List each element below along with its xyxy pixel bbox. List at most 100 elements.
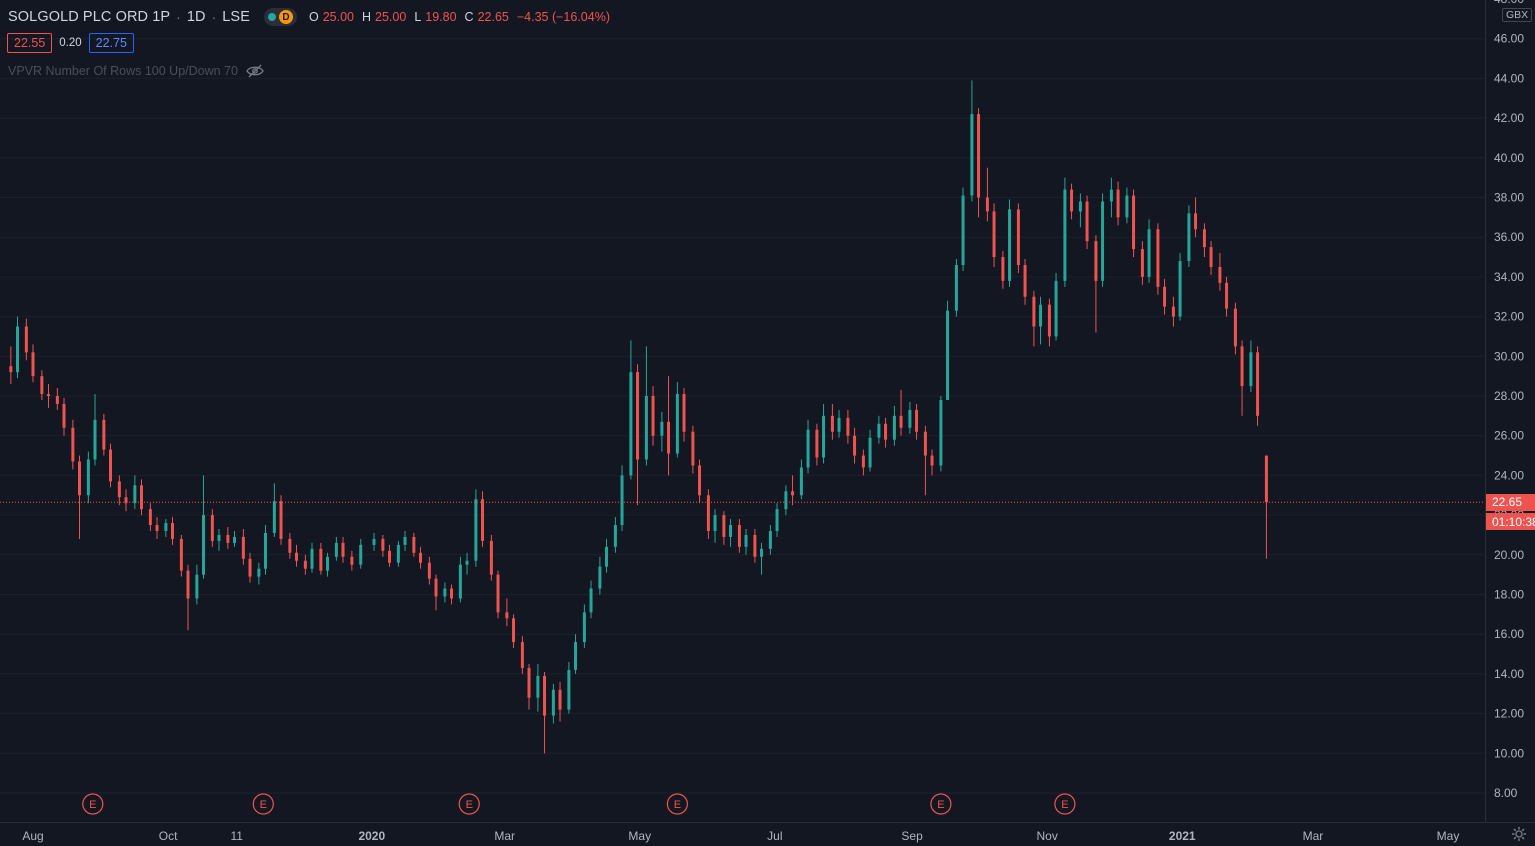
candle[interactable]: [915, 403, 919, 440]
candle[interactable]: [443, 582, 447, 603]
price-axis-labels[interactable]: 8.0010.0012.0014.0016.0018.0020.0022.002…: [1494, 0, 1524, 800]
candle[interactable]: [1140, 241, 1144, 285]
candle[interactable]: [248, 552, 252, 583]
candle[interactable]: [992, 203, 996, 267]
candle[interactable]: [481, 491, 485, 547]
symbol-name[interactable]: SOLGOLD PLC ORD 1P: [8, 9, 171, 25]
candle[interactable]: [458, 556, 462, 603]
candle[interactable]: [148, 503, 152, 531]
candle[interactable]: [775, 503, 779, 537]
candle[interactable]: [505, 598, 509, 627]
candle[interactable]: [605, 538, 609, 573]
candle[interactable]: [195, 564, 199, 605]
candle[interactable]: [806, 419, 810, 474]
candle[interactable]: [102, 413, 106, 456]
candle[interactable]: [691, 425, 695, 474]
earnings-marker[interactable]: E: [252, 793, 274, 815]
candle[interactable]: [1094, 235, 1098, 333]
candle[interactable]: [923, 425, 927, 496]
candle[interactable]: [629, 340, 633, 480]
candle[interactable]: [1178, 253, 1182, 321]
candle[interactable]: [543, 671, 547, 754]
candle[interactable]: [47, 384, 51, 408]
candle[interactable]: [551, 683, 555, 724]
candle[interactable]: [567, 661, 571, 714]
candle[interactable]: [892, 405, 896, 446]
chart-settings-gear-icon[interactable]: [1511, 826, 1527, 842]
candle[interactable]: [171, 517, 175, 545]
candle[interactable]: [179, 534, 183, 577]
candle[interactable]: [589, 580, 593, 619]
candle[interactable]: [1264, 455, 1268, 559]
candle[interactable]: [217, 528, 221, 551]
candle[interactable]: [1023, 259, 1027, 305]
candle[interactable]: [660, 411, 664, 452]
candle[interactable]: [86, 451, 90, 504]
candle[interactable]: [1233, 302, 1237, 355]
candle[interactable]: [985, 167, 989, 222]
candle[interactable]: [536, 663, 540, 712]
candle[interactable]: [303, 554, 307, 575]
candle[interactable]: [257, 562, 261, 585]
candle[interactable]: [1171, 296, 1175, 327]
candle[interactable]: [760, 542, 764, 575]
candle[interactable]: [226, 527, 230, 549]
bid-ask-row[interactable]: 22.55 0.20 22.75: [7, 33, 134, 53]
candle[interactable]: [9, 346, 13, 385]
candle[interactable]: [124, 489, 128, 512]
candle[interactable]: [930, 449, 934, 476]
candle[interactable]: [939, 396, 943, 472]
candle[interactable]: [574, 634, 578, 674]
candle[interactable]: [403, 530, 407, 551]
candle[interactable]: [713, 509, 717, 543]
candle[interactable]: [496, 570, 500, 619]
currency-label[interactable]: GBX: [1502, 8, 1533, 22]
candle[interactable]: [908, 401, 912, 434]
candle[interactable]: [450, 584, 454, 605]
candle[interactable]: [706, 489, 710, 539]
candle[interactable]: [1194, 197, 1198, 238]
candle[interactable]: [861, 449, 865, 476]
candle[interactable]: [1156, 223, 1160, 295]
candle[interactable]: [1116, 181, 1120, 226]
candle[interactable]: [109, 443, 113, 488]
candle[interactable]: [846, 409, 850, 444]
candle[interactable]: [682, 388, 686, 442]
candle[interactable]: [78, 455, 82, 539]
candle[interactable]: [613, 517, 617, 553]
candle[interactable]: [791, 475, 795, 506]
candle[interactable]: [264, 525, 268, 575]
candle[interactable]: [636, 364, 640, 506]
candle[interactable]: [1054, 272, 1058, 341]
candle[interactable]: [1218, 253, 1222, 291]
candle[interactable]: [1101, 193, 1105, 287]
candle[interactable]: [93, 394, 97, 466]
candle[interactable]: [822, 403, 826, 464]
hidden-eye-icon[interactable]: [246, 64, 264, 78]
buy-price-button[interactable]: 22.75: [88, 33, 134, 53]
candle[interactable]: [359, 538, 363, 569]
earnings-marker[interactable]: E: [82, 793, 104, 815]
candle[interactable]: [1249, 340, 1253, 393]
candle[interactable]: [1225, 276, 1229, 317]
candle[interactable]: [698, 459, 702, 504]
candle[interactable]: [954, 259, 958, 317]
candle[interactable]: [737, 519, 741, 553]
candle[interactable]: [210, 509, 214, 547]
candle[interactable]: [15, 316, 19, 379]
candle[interactable]: [977, 108, 981, 218]
candle[interactable]: [722, 511, 726, 545]
candle[interactable]: [133, 475, 137, 510]
candle[interactable]: [489, 534, 493, 581]
sell-price-button[interactable]: 22.55: [7, 33, 53, 53]
candle[interactable]: [970, 80, 974, 202]
candle[interactable]: [527, 663, 531, 710]
symbol-legend[interactable]: SOLGOLD PLC ORD 1P · 1D · LSE D O 25.00 H…: [8, 8, 614, 26]
candle[interactable]: [1032, 290, 1036, 347]
candle[interactable]: [465, 552, 469, 575]
candle[interactable]: [768, 525, 772, 555]
candle[interactable]: [427, 556, 431, 585]
candle[interactable]: [1256, 346, 1260, 426]
candle[interactable]: [310, 542, 314, 573]
candle[interactable]: [350, 550, 354, 571]
